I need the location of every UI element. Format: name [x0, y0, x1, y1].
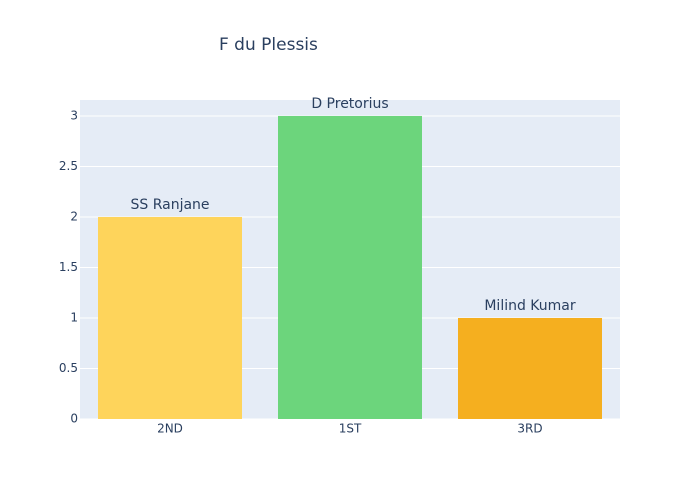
y-tick-label: 0 [70, 412, 78, 426]
x-tick-label: 3RD [517, 422, 542, 436]
y-tick-label: 2 [70, 209, 78, 223]
bar-label: D Pretorius [311, 96, 388, 112]
bar-label: SS Ranjane [130, 197, 209, 213]
y-tick-label: 0.5 [59, 361, 78, 375]
x-tick-label: 1ST [339, 422, 362, 436]
y-tick-label: 1.5 [59, 260, 78, 274]
bar-label: Milind Kumar [484, 298, 576, 314]
chart-title: F du Plessis [219, 35, 318, 55]
y-tick-label: 1 [70, 310, 78, 324]
y-tick-label: 2.5 [59, 159, 78, 173]
bar [458, 317, 602, 419]
bar [98, 216, 242, 419]
x-tick-label: 2ND [157, 422, 183, 436]
bar [278, 115, 422, 420]
y-tick-label: 3 [70, 108, 78, 122]
